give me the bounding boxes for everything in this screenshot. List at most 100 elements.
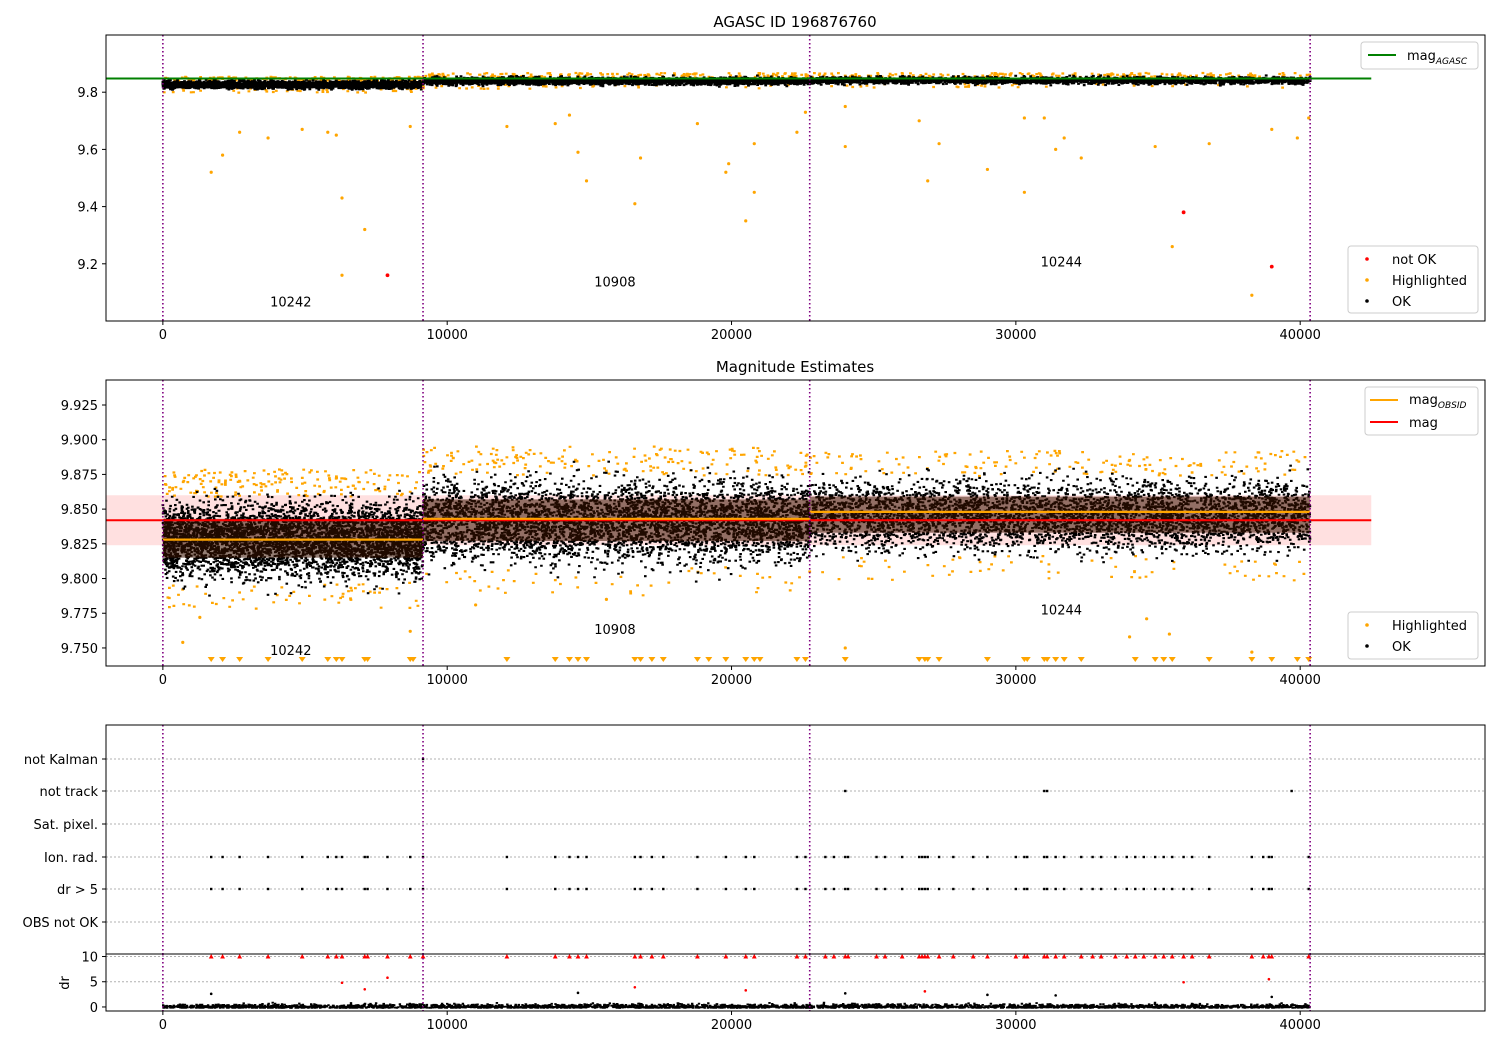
agasc-not-ok-point-0 bbox=[385, 273, 390, 278]
low-value-marker-39 bbox=[1052, 657, 1060, 662]
flag-point bbox=[300, 855, 304, 859]
flag-point bbox=[920, 887, 924, 891]
legend-label-highlighted-2: Highlighted bbox=[1392, 619, 1467, 634]
flag-point bbox=[326, 855, 329, 859]
low-value-marker-45 bbox=[1168, 657, 1176, 662]
dr-clipped-marker-23 bbox=[723, 954, 729, 959]
dr-ytick-label-2: 10 bbox=[81, 951, 98, 966]
flag-point bbox=[1267, 887, 1271, 891]
dr-clipped-marker-12 bbox=[420, 954, 426, 959]
agasc-outlier-35 bbox=[1054, 147, 1058, 151]
flags-xtick-label-1: 10000 bbox=[427, 1018, 468, 1033]
agasc-outlier-8 bbox=[340, 273, 344, 277]
dr-clipped-marker-56 bbox=[1141, 954, 1147, 959]
low-value-marker-32 bbox=[924, 657, 932, 662]
flag-point bbox=[1171, 887, 1174, 891]
flag-point bbox=[795, 855, 799, 859]
flag-point bbox=[1080, 855, 1083, 859]
agasc-outlier-1 bbox=[220, 153, 225, 157]
agasc-outlier-17 bbox=[638, 156, 643, 160]
legend-marker-ok-2 bbox=[1365, 644, 1369, 648]
agasc-outlier-31 bbox=[985, 167, 990, 172]
dr-clipped-marker-34 bbox=[899, 954, 905, 959]
flag-point bbox=[926, 855, 929, 859]
flag-point bbox=[1062, 855, 1066, 859]
flag-point bbox=[1142, 887, 1146, 891]
flag-point bbox=[923, 887, 927, 891]
low-value-marker-48 bbox=[1268, 657, 1276, 662]
legend-marker-highlighted-2 bbox=[1365, 623, 1369, 627]
dr-clipped-marker-62 bbox=[1206, 954, 1212, 959]
estimates-outlier-3 bbox=[474, 603, 478, 607]
dr-clipped-marker-32 bbox=[874, 954, 879, 959]
flag-point bbox=[1114, 887, 1117, 891]
legend-marker-not-ok bbox=[1365, 257, 1369, 261]
flag-point bbox=[883, 887, 887, 891]
agasc-outlier-27 bbox=[843, 144, 847, 149]
flag-point bbox=[1091, 855, 1094, 859]
dr-clipped-marker-21 bbox=[660, 954, 666, 959]
flag-point bbox=[335, 855, 338, 859]
flag-point bbox=[554, 887, 557, 891]
agasc-panel-title: AGASC ID 196876760 bbox=[713, 13, 876, 31]
agasc-outlier-15 bbox=[584, 179, 589, 183]
agasc-axes: 0 10000 20000 30000 40000 9.2 9.4 9.6 9.8 bbox=[77, 86, 1321, 343]
low-value-marker-25 bbox=[750, 657, 758, 662]
flag-point bbox=[1270, 855, 1273, 859]
flag-point bbox=[937, 887, 941, 891]
flag-point bbox=[1270, 887, 1273, 891]
low-value-marker-19 bbox=[648, 657, 656, 662]
low-value-marker-43 bbox=[1151, 657, 1159, 662]
flag-point bbox=[795, 887, 799, 891]
agasc-outlier-3 bbox=[266, 136, 270, 140]
flag-point bbox=[568, 855, 571, 859]
estimates-ytick-label-1: 9.775 bbox=[61, 607, 98, 622]
dr-spike-0 bbox=[209, 992, 213, 996]
dr-clipped-marker-50 bbox=[1078, 954, 1084, 959]
dr-spike-4 bbox=[576, 991, 580, 995]
agasc-outlier-24 bbox=[795, 130, 799, 134]
dr-clipped-marker-18 bbox=[632, 954, 638, 959]
dr-clipped-marker-60 bbox=[1181, 954, 1187, 959]
flag-point bbox=[363, 855, 366, 859]
flag-point bbox=[724, 855, 728, 859]
flag-point bbox=[824, 887, 827, 891]
low-value-marker-28 bbox=[801, 657, 809, 662]
dr-clipped-marker-14 bbox=[552, 954, 558, 959]
flag-point bbox=[1014, 855, 1018, 859]
low-value-marker-23 bbox=[722, 657, 730, 662]
legend-label-ok: OK bbox=[1392, 295, 1411, 310]
dr-clipped-marker-54 bbox=[1124, 954, 1130, 959]
dr-clipped-marker-38 bbox=[925, 954, 931, 959]
low-value-marker-41 bbox=[1077, 657, 1085, 662]
agasc-outlier-34 bbox=[1042, 116, 1046, 120]
flag-point bbox=[804, 855, 807, 859]
agasc-outlier-25 bbox=[803, 110, 808, 114]
flag-point bbox=[972, 887, 975, 891]
estimates-outlier-2 bbox=[408, 629, 412, 633]
agasc-outlier-22 bbox=[752, 190, 756, 194]
dr-clipped-marker-19 bbox=[638, 954, 643, 959]
estimates-ytick-label-4: 9.850 bbox=[61, 503, 98, 518]
agasc-highlighted-band-1 bbox=[421, 71, 810, 90]
dr-spike-13 bbox=[1270, 995, 1274, 999]
dr-clipped-marker-58 bbox=[1161, 954, 1167, 959]
agasc-xtick-label-1: 10000 bbox=[427, 328, 468, 343]
agasc-ytick-label-2: 9.6 bbox=[77, 143, 98, 158]
flags-panel-frame bbox=[105, 724, 1486, 1012]
flag-point bbox=[1043, 855, 1046, 859]
magnitude-axes: 0 10000 20000 30000 40000 9.750 9.775 9.800 9.82… bbox=[61, 399, 1321, 688]
dr-clipped-marker-22 bbox=[695, 954, 700, 959]
dr-clipped-marker-67 bbox=[1306, 954, 1312, 959]
dr-spike-3 bbox=[386, 976, 389, 980]
flag-point bbox=[744, 855, 747, 859]
flag-point bbox=[1043, 887, 1046, 891]
flag-point bbox=[1099, 887, 1103, 891]
flag-point bbox=[917, 887, 921, 891]
dr-clipped-marker-3 bbox=[265, 954, 271, 959]
flag-point bbox=[662, 887, 665, 891]
agasc-line-legend: magAGASC bbox=[1360, 41, 1479, 70]
low-value-marker-26 bbox=[756, 657, 764, 662]
agasc-obsid-label-2: 10244 bbox=[1041, 256, 1082, 271]
flag-point bbox=[1182, 887, 1185, 891]
